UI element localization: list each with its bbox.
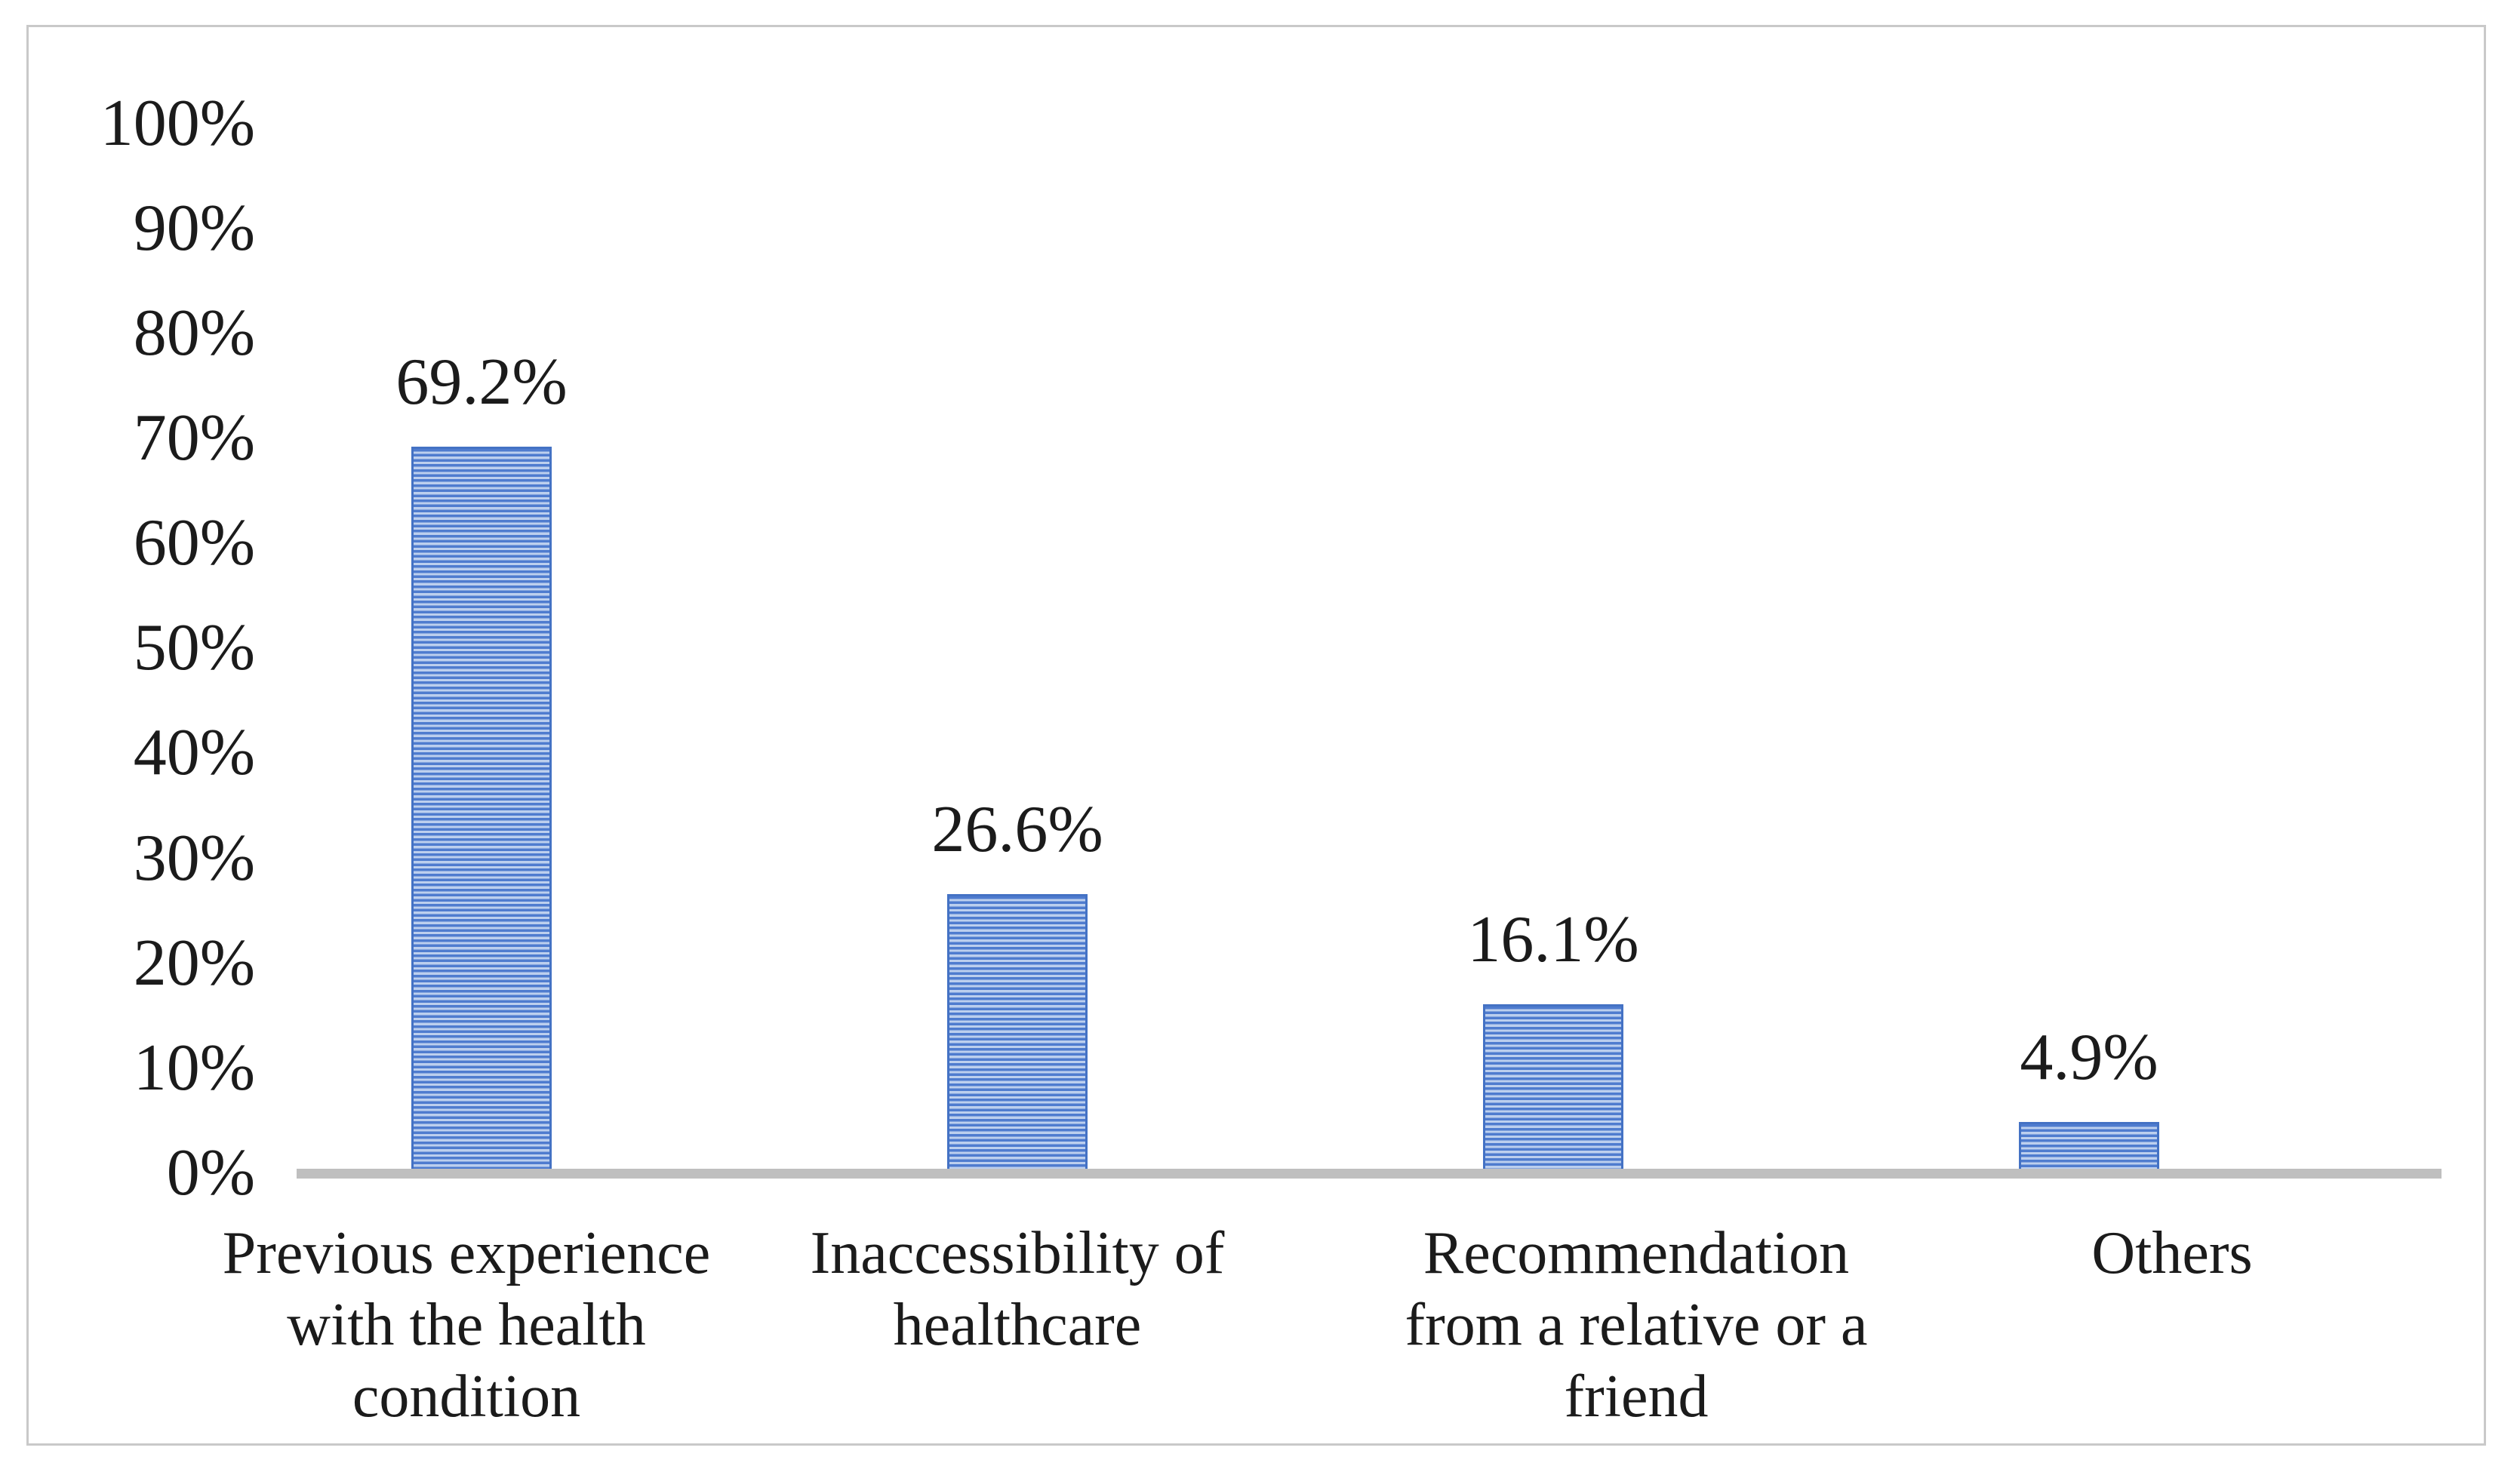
data-label: 69.2% [395,346,568,419]
bar-previous-experience [411,447,552,1169]
y-axis-tick-label: 0% [166,1136,255,1209]
y-axis-tick-label: 80% [133,297,255,370]
y-axis-tick-label: 20% [133,927,255,1000]
data-label: 26.6% [931,793,1103,866]
bar-others [2019,1122,2159,1169]
category-label-others: Others [1908,1218,2436,1289]
category-label-line: from a relative or a [1405,1292,1868,1358]
bar-recommendation [1483,1004,1623,1169]
data-label: 16.1% [1467,903,1639,976]
y-axis-tick-label: 90% [133,192,255,265]
y-axis-tick-label: 40% [133,716,255,789]
data-label: 4.9% [2020,1021,2158,1094]
category-label-line: Inaccessibility of [810,1220,1225,1286]
category-label-line: Others [2091,1220,2253,1286]
chart-frame: 100% 90% 80% 70% 60% 50% 40% 30% 20% 10%… [26,25,2486,1446]
category-label-line: condition [352,1363,581,1430]
category-label-line: friend [1564,1363,1709,1430]
y-axis-tick-label: 60% [133,506,255,579]
y-axis-tick-label: 70% [133,401,255,475]
category-label-previous-experience: Previous experience with the health cond… [202,1218,731,1433]
category-label-line: with the health [287,1292,646,1358]
x-axis-line [297,1169,2442,1179]
category-label-recommendation: Recommendation from a relative or a frie… [1372,1218,1900,1433]
category-label-line: Recommendation [1423,1220,1850,1286]
y-axis-tick-label: 50% [133,611,255,684]
y-axis-tick-label: 10% [133,1031,255,1105]
category-label-inaccessibility: Inaccessibility of healthcare [753,1218,1282,1361]
y-axis-tick-label: 100% [100,87,255,160]
y-axis-tick-label: 30% [133,822,255,895]
bar-inaccessibility [947,894,1088,1169]
category-label-line: Previous experience [222,1220,711,1286]
category-label-line: healthcare [893,1292,1142,1358]
